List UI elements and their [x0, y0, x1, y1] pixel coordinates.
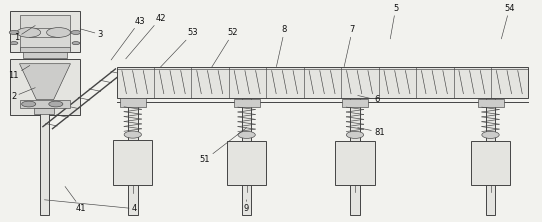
Bar	[478, 99, 504, 107]
Bar	[471, 141, 510, 185]
Circle shape	[124, 131, 141, 138]
Circle shape	[10, 42, 18, 45]
Text: 54: 54	[501, 4, 515, 39]
Bar	[234, 99, 260, 107]
Circle shape	[482, 131, 499, 139]
Text: 52: 52	[211, 28, 238, 68]
Text: 1: 1	[14, 26, 35, 42]
Bar	[335, 141, 375, 185]
Circle shape	[47, 28, 70, 37]
Text: 9: 9	[244, 200, 249, 213]
Bar	[120, 98, 146, 107]
Circle shape	[49, 101, 63, 107]
Text: 51: 51	[199, 128, 247, 164]
Circle shape	[22, 101, 36, 107]
Text: 3: 3	[80, 29, 103, 39]
Bar	[242, 98, 251, 215]
Circle shape	[9, 30, 19, 34]
Text: 43: 43	[111, 17, 145, 60]
Bar	[342, 99, 368, 107]
Bar	[20, 15, 70, 50]
Bar	[10, 11, 80, 52]
Text: 5: 5	[390, 4, 398, 39]
Text: 53: 53	[160, 28, 198, 68]
Text: 41: 41	[65, 186, 87, 213]
Circle shape	[238, 131, 255, 139]
Polygon shape	[20, 64, 70, 100]
Text: 11: 11	[8, 65, 30, 80]
Text: 6: 6	[358, 95, 379, 104]
Bar	[227, 141, 266, 185]
Circle shape	[17, 28, 41, 37]
Circle shape	[72, 42, 80, 45]
Circle shape	[71, 30, 81, 34]
Bar	[486, 98, 495, 215]
Circle shape	[346, 131, 364, 139]
Bar	[128, 98, 138, 215]
Bar	[113, 140, 152, 185]
Bar	[10, 59, 80, 115]
Text: 7: 7	[344, 26, 355, 67]
Text: 81: 81	[358, 128, 385, 137]
Bar	[117, 67, 528, 98]
Bar	[20, 100, 70, 109]
Text: 4: 4	[44, 200, 137, 213]
Text: 8: 8	[276, 26, 287, 67]
Bar	[34, 108, 54, 114]
Bar	[23, 52, 67, 58]
Text: 2: 2	[11, 88, 35, 101]
Bar	[40, 112, 49, 215]
Bar	[20, 47, 70, 52]
Text: 42: 42	[126, 14, 166, 59]
Bar	[350, 98, 360, 215]
